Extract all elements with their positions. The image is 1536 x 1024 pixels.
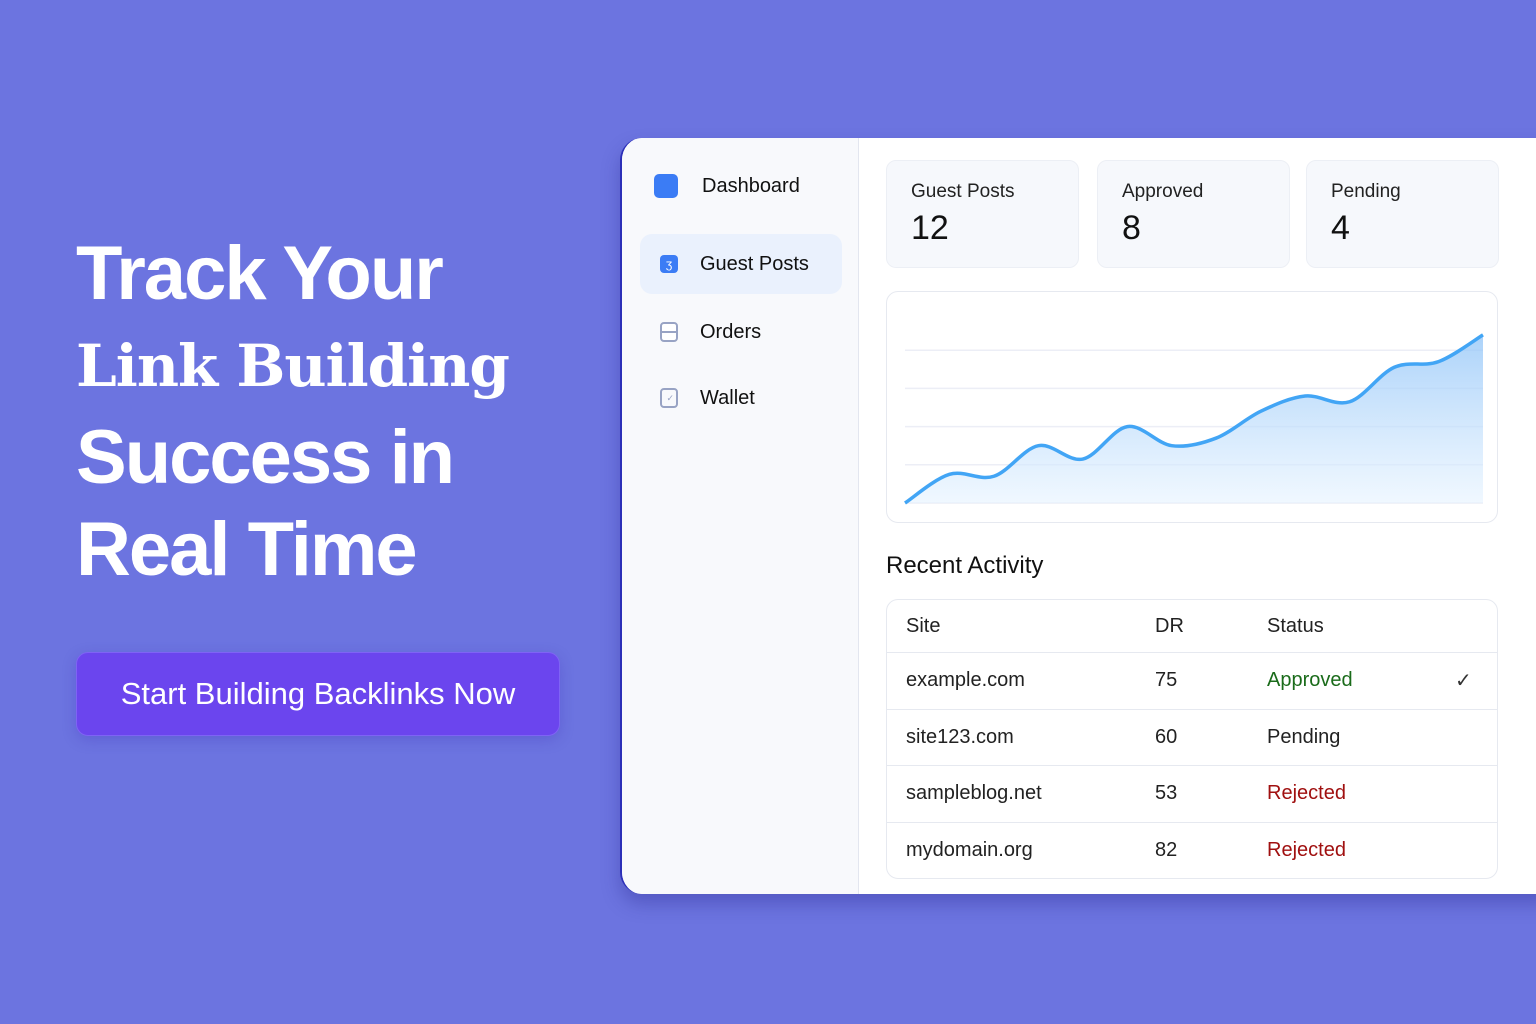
main-content: Guest Posts 12 Approved 8 Pending 4 Rece…	[859, 138, 1536, 894]
stat-value: 4	[1331, 209, 1350, 247]
headline-line: Real Time	[76, 507, 418, 592]
table-row[interactable]: mydomain.org 82 Rejected	[887, 821, 1497, 878]
dr-cell: 75	[1155, 669, 1178, 691]
chart-area-fill	[905, 334, 1483, 503]
table-row[interactable]: sampleblog.net 53 Rejected	[887, 765, 1497, 821]
guest-posts-icon: ʒ	[660, 255, 678, 273]
sidebar-item-label: Orders	[700, 320, 762, 343]
table-row[interactable]: site123.com 60 Pending	[887, 708, 1497, 765]
status-cell: Pending	[1267, 725, 1341, 748]
orders-icon	[660, 322, 678, 342]
recent-activity-title: Recent Activity	[886, 552, 1044, 579]
sidebar-item-guest-posts[interactable]: ʒ Guest Posts	[640, 234, 842, 294]
status-cell: Approved	[1267, 669, 1353, 691]
table-header: Site DR Status	[887, 600, 1497, 652]
chart-svg	[904, 333, 1484, 505]
stat-card-approved: Approved 8	[1097, 160, 1290, 268]
site-cell: site123.com	[906, 725, 1014, 748]
sidebar-item-label: Guest Posts	[700, 252, 809, 275]
sidebar: Dashboard ʒ Guest Posts Orders ✓ Wallet	[622, 138, 859, 894]
sidebar-item-wallet[interactable]: ✓ Wallet	[640, 368, 842, 428]
stat-card-pending: Pending 4	[1306, 160, 1499, 268]
growth-chart	[886, 291, 1498, 523]
recent-activity-table: Site DR Status example.com 75 Approved ✓ sit…	[886, 599, 1498, 879]
hero-headline: Track Your Link Building Success in Real…	[76, 228, 510, 596]
dr-cell: 60	[1155, 725, 1178, 748]
table-row[interactable]: example.com 75 Approved ✓	[887, 652, 1497, 708]
column-header-site: Site	[906, 614, 941, 637]
stat-card-guest-posts: Guest Posts 12	[886, 160, 1079, 268]
check-icon: ✓	[1455, 670, 1472, 692]
site-cell: mydomain.org	[906, 838, 1033, 861]
sidebar-item-label: Dashboard	[702, 174, 800, 197]
stat-label: Guest Posts	[911, 181, 1015, 202]
status-cell: Rejected	[1267, 838, 1346, 861]
headline-line: Link Building	[76, 332, 510, 400]
stat-value: 8	[1122, 209, 1141, 247]
headline-line: Success in	[76, 415, 455, 500]
sidebar-item-dashboard[interactable]: Dashboard	[640, 156, 842, 216]
dashboard-window: Dashboard ʒ Guest Posts Orders ✓ Wallet …	[620, 138, 1536, 894]
column-header-dr: DR	[1155, 614, 1184, 637]
status-cell: Rejected	[1267, 782, 1346, 804]
chart-series-line	[904, 333, 1484, 505]
stat-label: Pending	[1331, 181, 1401, 202]
column-header-status: Status	[1267, 614, 1324, 637]
stat-value: 12	[911, 209, 949, 247]
square-icon	[654, 174, 678, 198]
sidebar-item-label: Wallet	[700, 386, 755, 409]
sidebar-item-orders[interactable]: Orders	[640, 302, 842, 362]
dr-cell: 53	[1155, 782, 1178, 804]
headline-line: Track Your	[76, 231, 444, 316]
dr-cell: 82	[1155, 838, 1178, 861]
site-cell: sampleblog.net	[906, 782, 1042, 804]
wallet-icon: ✓	[660, 388, 678, 408]
site-cell: example.com	[906, 669, 1025, 691]
start-building-button[interactable]: Start Building Backlinks Now	[76, 652, 560, 736]
stat-label: Approved	[1122, 181, 1204, 202]
